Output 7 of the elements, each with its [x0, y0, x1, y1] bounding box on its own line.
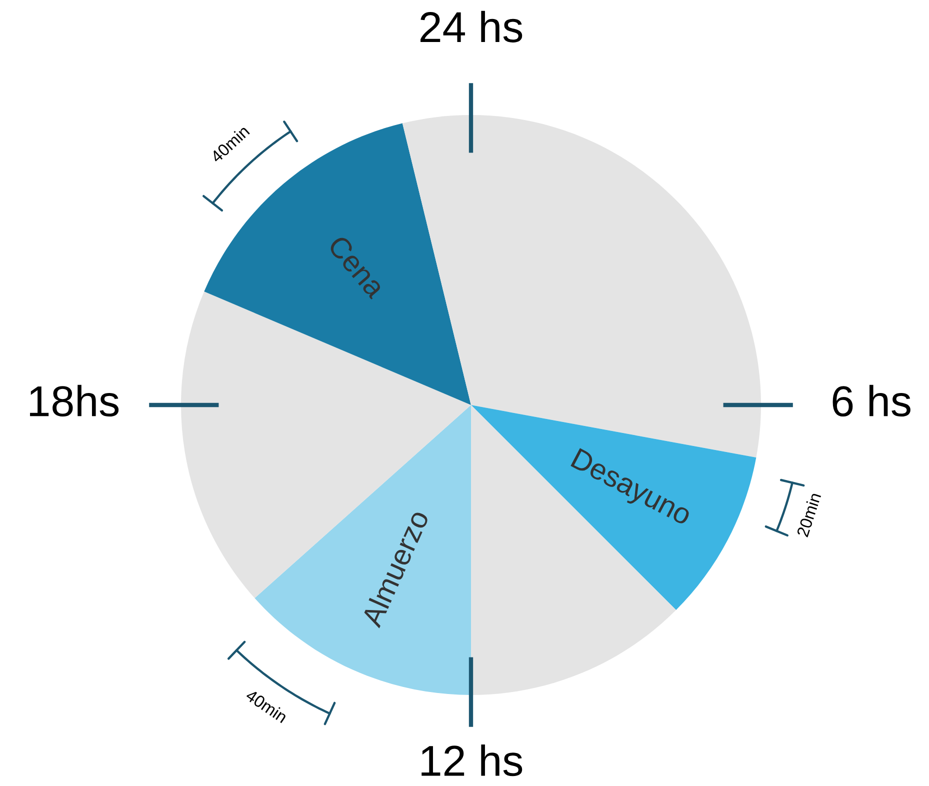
text: 24 hs [420, 10, 522, 42]
text: 20min [796, 492, 822, 538]
pie-slice [471, 405, 756, 610]
text: 12 hs [422, 744, 522, 776]
text: 18hs [30, 384, 119, 417]
pie-slice [204, 123, 471, 405]
text: 6 hs [832, 384, 910, 417]
